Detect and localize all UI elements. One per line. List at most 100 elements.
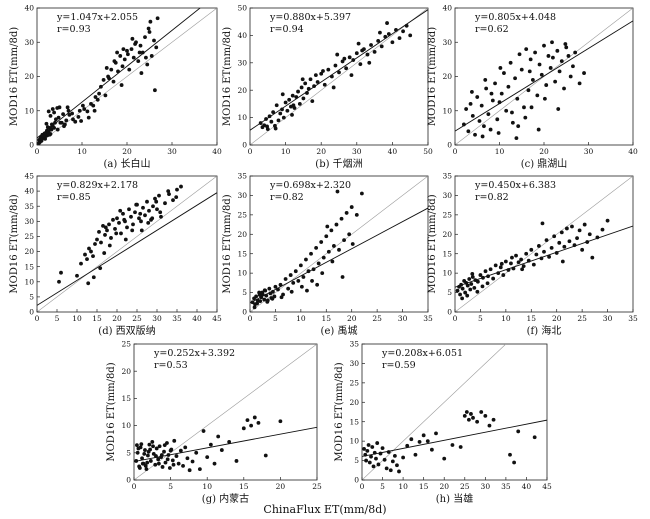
data-point bbox=[580, 247, 585, 252]
y-tick-label: 25 bbox=[442, 210, 452, 219]
data-point bbox=[475, 289, 480, 294]
data-point bbox=[514, 253, 518, 258]
data-point bbox=[595, 235, 600, 240]
data-point bbox=[404, 23, 409, 28]
plot-frame bbox=[36, 175, 218, 313]
x-tick-label: 30 bbox=[584, 147, 594, 156]
regression-equation: y=0.698x+2.320 bbox=[269, 180, 351, 191]
one-to-one-line bbox=[455, 176, 633, 312]
data-point bbox=[513, 76, 517, 81]
data-point bbox=[105, 228, 109, 233]
data-point bbox=[516, 429, 521, 434]
y-tick-label: 25 bbox=[237, 210, 247, 219]
data-point bbox=[523, 115, 528, 120]
data-point bbox=[86, 115, 91, 120]
data-point bbox=[495, 117, 500, 122]
x-tick-label: 30 bbox=[152, 314, 162, 323]
x-tick-label: 10 bbox=[501, 314, 511, 323]
data-point bbox=[460, 286, 465, 291]
one-to-one-line bbox=[134, 344, 317, 480]
y-tick-label: 10 bbox=[442, 106, 452, 115]
data-point bbox=[103, 225, 108, 230]
x-tick-label: 15 bbox=[239, 482, 249, 491]
data-point bbox=[367, 460, 372, 465]
y-tick-label: 10 bbox=[349, 437, 359, 446]
data-point bbox=[342, 56, 347, 61]
data-point bbox=[139, 442, 144, 446]
data-point bbox=[311, 267, 316, 272]
data-point bbox=[129, 214, 133, 219]
data-point bbox=[566, 54, 571, 58]
data-point bbox=[504, 108, 509, 113]
data-point bbox=[388, 468, 393, 473]
data-point bbox=[572, 243, 577, 248]
data-point bbox=[234, 459, 239, 463]
data-point bbox=[291, 280, 296, 285]
y-tick-label: 25 bbox=[121, 340, 131, 349]
panel-caption: (e) 禹城 bbox=[321, 324, 358, 337]
data-point bbox=[122, 217, 127, 222]
data-point bbox=[367, 60, 372, 65]
data-point bbox=[321, 255, 326, 260]
data-point bbox=[178, 448, 183, 453]
y-tick-label: 35 bbox=[24, 202, 34, 211]
plot-area bbox=[134, 344, 317, 480]
y-tick-label: 30 bbox=[237, 58, 247, 67]
data-point bbox=[150, 216, 155, 221]
regression-equation: y=0.805x+4.048 bbox=[474, 12, 556, 23]
data-point bbox=[281, 115, 286, 120]
data-point bbox=[75, 273, 79, 278]
y-tick-label: 15 bbox=[24, 262, 34, 271]
data-point bbox=[409, 437, 414, 442]
data-point bbox=[526, 88, 531, 93]
data-point bbox=[270, 289, 275, 294]
data-point bbox=[390, 40, 395, 45]
data-point bbox=[320, 271, 325, 276]
plot-frame bbox=[454, 175, 634, 313]
data-point bbox=[301, 275, 306, 279]
data-point bbox=[521, 264, 526, 269]
data-point bbox=[166, 189, 171, 194]
x-tick-label: 30 bbox=[481, 482, 491, 491]
data-point bbox=[527, 69, 532, 74]
data-point bbox=[499, 261, 504, 266]
data-point bbox=[79, 119, 83, 123]
data-point bbox=[499, 91, 504, 96]
panel-caption: (d) 西双版纳 bbox=[98, 324, 155, 337]
one-to-one-line bbox=[362, 344, 507, 480]
data-point bbox=[493, 263, 498, 268]
x-tick-label: 10 bbox=[495, 147, 505, 156]
data-point bbox=[546, 54, 551, 58]
x-tick-label: 40 bbox=[522, 482, 532, 491]
data-point bbox=[146, 453, 150, 458]
data-point bbox=[374, 456, 378, 461]
data-point bbox=[486, 112, 491, 117]
y-tick-label: 10 bbox=[237, 269, 247, 278]
y-tick-label: 5 bbox=[242, 288, 247, 297]
plot-area bbox=[455, 8, 633, 145]
data-point bbox=[276, 287, 280, 292]
data-point bbox=[556, 107, 561, 111]
data-point bbox=[354, 51, 359, 56]
data-point bbox=[335, 189, 340, 194]
data-point bbox=[269, 119, 274, 124]
data-point bbox=[347, 55, 352, 60]
x-tick-label: 35 bbox=[501, 482, 511, 491]
data-point bbox=[159, 453, 164, 457]
data-point bbox=[140, 50, 145, 55]
data-point bbox=[123, 237, 128, 242]
y-tick-label: 20 bbox=[24, 247, 34, 256]
x-tick-label: 10 bbox=[296, 314, 306, 323]
x-tick-label: 45 bbox=[542, 482, 552, 491]
data-point bbox=[46, 109, 51, 114]
data-point bbox=[151, 444, 155, 449]
scatter-panel-5: 0 5 10 15 20 25 30 35 0 5 10 15 20 25 30 35 y=0.450x+6.3… bbox=[427, 172, 638, 337]
data-point bbox=[280, 92, 285, 97]
data-point bbox=[575, 236, 579, 241]
regression-line bbox=[455, 20, 633, 132]
data-point bbox=[354, 212, 359, 217]
data-point bbox=[120, 64, 125, 69]
data-point bbox=[140, 461, 145, 466]
data-point bbox=[136, 446, 141, 451]
